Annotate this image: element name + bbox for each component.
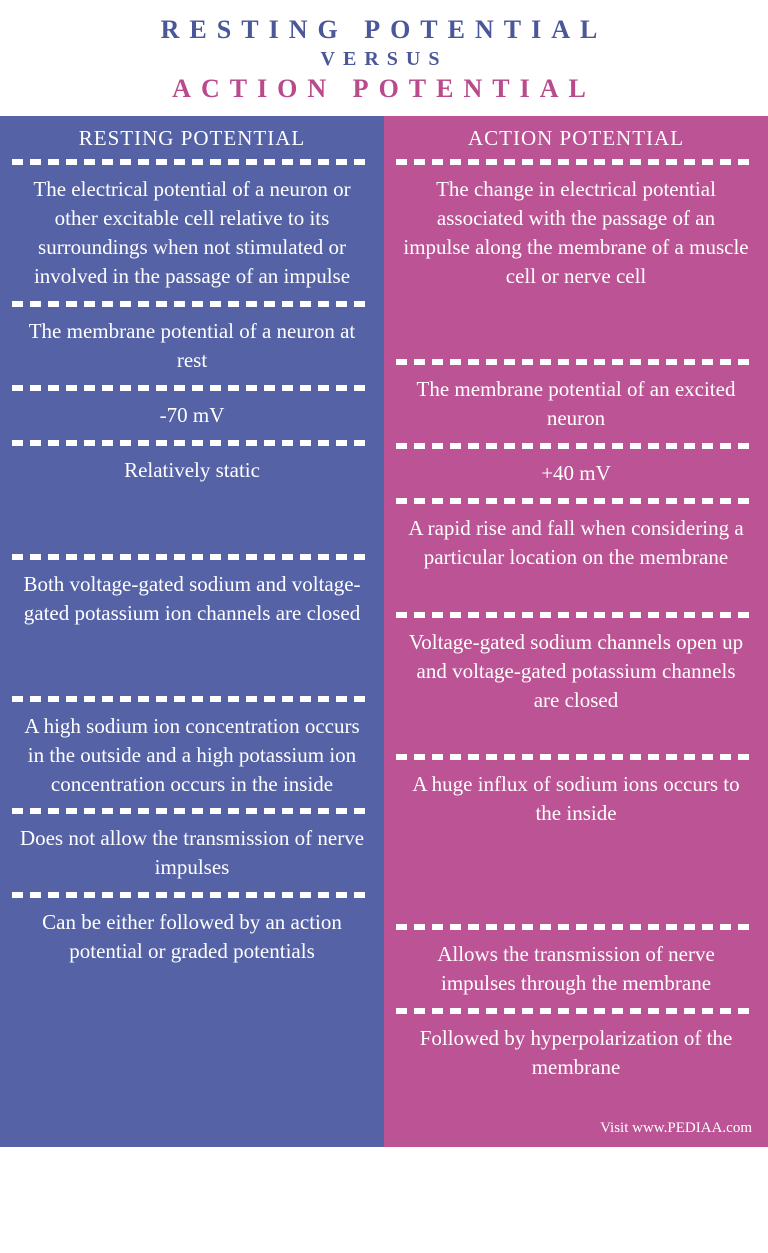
title-block: RESTING POTENTIAL VERSUS ACTION POTENTIA… [0, 0, 768, 116]
divider [12, 159, 372, 165]
divider [396, 498, 756, 504]
cell-right: Followed by hyperpolarization of the mem… [384, 1018, 768, 1114]
cell-left: Can be either followed by an action pote… [0, 902, 384, 972]
divider [12, 301, 372, 307]
cell-left: Both voltage-gated sodium and voltage-ga… [0, 564, 384, 692]
divider [12, 892, 372, 898]
cell-left: A high sodium ion concentration occurs i… [0, 706, 384, 805]
cell-right: A huge influx of sodium ions occurs to t… [384, 764, 768, 920]
title-resting: RESTING POTENTIAL [0, 12, 768, 48]
cell-right: Allows the transmission of nerve impulse… [384, 934, 768, 1004]
divider [12, 385, 372, 391]
divider [396, 159, 756, 165]
cell-right: +40 mV [384, 453, 768, 494]
column-action: ACTION POTENTIAL The change in electrica… [384, 116, 768, 1147]
cell-right: A rapid rise and fall when considering a… [384, 508, 768, 608]
cell-right: The change in electrical potential assoc… [384, 169, 768, 355]
cell-left: Relatively static [0, 450, 384, 550]
divider [396, 924, 756, 930]
cell-right: Voltage-gated sodium channels open up an… [384, 622, 768, 750]
comparison-table: RESTING POTENTIAL The electrical potenti… [0, 116, 768, 1147]
cell-left: The electrical potential of a neuron or … [0, 169, 384, 297]
divider [12, 554, 372, 560]
title-action: ACTION POTENTIAL [0, 71, 768, 107]
divider [396, 612, 756, 618]
divider [12, 808, 372, 814]
divider [12, 440, 372, 446]
cell-left: -70 mV [0, 395, 384, 436]
divider [396, 1008, 756, 1014]
column-header-right: ACTION POTENTIAL [384, 116, 768, 155]
cell-left: The membrane potential of a neuron at re… [0, 311, 384, 381]
title-versus: VERSUS [0, 48, 768, 71]
footer-credit: Visit www.PEDIAA.com [384, 1114, 768, 1147]
divider [396, 443, 756, 449]
column-resting: RESTING POTENTIAL The electrical potenti… [0, 116, 384, 1147]
column-header-left: RESTING POTENTIAL [0, 116, 384, 155]
cell-left: Does not allow the transmission of nerve… [0, 818, 384, 888]
cell-right: The membrane potential of an excited neu… [384, 369, 768, 439]
divider [12, 696, 372, 702]
divider [396, 754, 756, 760]
divider [396, 359, 756, 365]
